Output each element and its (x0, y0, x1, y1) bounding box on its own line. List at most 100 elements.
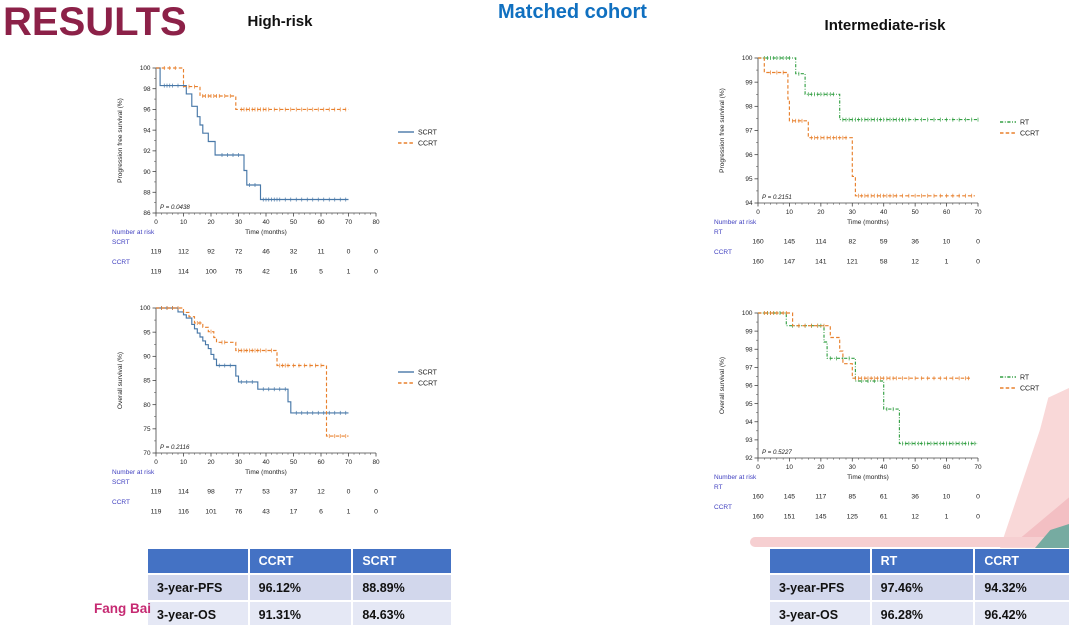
svg-text:11: 11 (317, 249, 324, 256)
svg-text:10: 10 (786, 464, 794, 471)
svg-text:0: 0 (374, 489, 378, 496)
table-cell: 96.42% (973, 602, 1069, 625)
svg-text:94: 94 (143, 127, 151, 134)
svg-text:60: 60 (943, 209, 951, 216)
svg-text:CCRT: CCRT (1020, 130, 1040, 137)
svg-text:80: 80 (372, 219, 380, 226)
svg-text:CCRT: CCRT (112, 499, 130, 506)
svg-text:40: 40 (262, 219, 270, 226)
series-CCRT (156, 306, 349, 439)
svg-text:P = 0.2151: P = 0.2151 (762, 194, 792, 201)
svg-text:141: 141 (815, 259, 827, 266)
table-row: 3-year-PFS 96.12% 88.89% (148, 575, 451, 600)
svg-text:RT: RT (1020, 119, 1030, 126)
svg-text:94: 94 (745, 419, 753, 426)
svg-text:119: 119 (151, 489, 162, 496)
svg-text:100: 100 (205, 269, 217, 276)
table-cell: 94.32% (973, 575, 1069, 600)
author-name: Fang Bai (94, 601, 152, 616)
svg-text:SCRT: SCRT (112, 479, 130, 486)
table-row: 3-year-PFS 97.46% 94.32% (770, 575, 1069, 600)
svg-text:RT: RT (1020, 374, 1030, 381)
svg-text:95: 95 (745, 176, 753, 183)
svg-text:98: 98 (143, 86, 151, 93)
svg-text:40: 40 (880, 209, 888, 216)
series-SCRT (156, 306, 349, 415)
svg-text:145: 145 (784, 239, 796, 246)
svg-text:1: 1 (347, 509, 351, 516)
svg-text:96: 96 (745, 152, 753, 159)
svg-text:0: 0 (976, 259, 980, 266)
svg-text:10: 10 (943, 494, 951, 501)
svg-text:0: 0 (756, 464, 760, 471)
svg-text:61: 61 (880, 494, 888, 501)
svg-text:82: 82 (849, 239, 857, 246)
svg-text:1: 1 (347, 269, 351, 276)
svg-text:0: 0 (976, 514, 980, 521)
series-CCRT (758, 57, 975, 198)
svg-text:Time (months): Time (months) (245, 469, 287, 476)
svg-text:RT: RT (714, 229, 723, 236)
table-cell: 3-year-PFS (770, 575, 870, 600)
svg-text:5: 5 (319, 269, 323, 276)
svg-text:53: 53 (262, 489, 270, 496)
svg-text:0: 0 (154, 459, 158, 466)
table-header-cell: CCRT (973, 549, 1069, 573)
svg-text:SCRT: SCRT (418, 369, 438, 376)
svg-text:93: 93 (745, 437, 753, 444)
svg-text:20: 20 (207, 219, 215, 226)
svg-text:90: 90 (143, 354, 151, 361)
svg-text:0: 0 (374, 269, 378, 276)
svg-text:98: 98 (207, 489, 215, 496)
table-row: 3-year-OS 96.28% 96.42% (770, 602, 1069, 625)
heading-high-risk: High-risk (247, 13, 313, 30)
table-header-cell (770, 549, 870, 573)
svg-text:50: 50 (912, 464, 920, 471)
axes (152, 307, 377, 457)
svg-text:0: 0 (347, 249, 351, 256)
svg-text:CCRT: CCRT (714, 504, 732, 511)
svg-text:P = 0.0438: P = 0.0438 (160, 204, 190, 211)
svg-text:151: 151 (784, 514, 796, 521)
svg-text:10: 10 (180, 219, 188, 226)
svg-text:97: 97 (745, 128, 753, 135)
svg-text:92: 92 (745, 455, 753, 462)
svg-text:60: 60 (317, 459, 325, 466)
summary-table: CCRT SCRT 3-year-PFS 96.12% 88.89% 3-year-OS 9… (148, 547, 451, 625)
svg-text:50: 50 (290, 459, 298, 466)
svg-text:60: 60 (317, 219, 325, 226)
svg-text:Number at risk: Number at risk (112, 469, 155, 476)
table-row: 3-year-OS 91.31% 84.63% (148, 602, 451, 625)
svg-text:80: 80 (143, 402, 151, 409)
svg-text:20: 20 (817, 209, 825, 216)
svg-text:85: 85 (849, 494, 857, 501)
svg-text:30: 30 (235, 459, 243, 466)
summary-table-intermediate-risk: RT CCRT 3-year-PFS 97.46% 94.32% 3-year-OS 96.… (770, 547, 1069, 625)
summary-table-high-risk: CCRT SCRT 3-year-PFS 96.12% 88.89% 3-year-OS 9… (148, 547, 451, 625)
svg-text:70: 70 (345, 219, 353, 226)
svg-text:16: 16 (290, 269, 298, 276)
svg-text:92: 92 (207, 249, 215, 256)
table-cell: 91.31% (247, 602, 352, 625)
svg-text:160: 160 (752, 239, 764, 246)
svg-text:37: 37 (290, 489, 298, 496)
svg-text:30: 30 (849, 464, 857, 471)
table-cell: 84.63% (351, 602, 451, 625)
svg-text:76: 76 (235, 509, 243, 516)
svg-text:75: 75 (235, 269, 243, 276)
svg-text:Number at risk: Number at risk (112, 229, 155, 236)
svg-text:43: 43 (262, 509, 270, 516)
svg-text:59: 59 (880, 239, 888, 246)
svg-text:46: 46 (262, 249, 270, 256)
svg-text:75: 75 (143, 426, 151, 433)
svg-text:SCRT: SCRT (112, 239, 130, 246)
svg-text:70: 70 (345, 459, 353, 466)
svg-text:Progression free survival (%): Progression free survival (%) (719, 88, 726, 173)
svg-text:58: 58 (880, 259, 888, 266)
svg-text:95: 95 (745, 401, 753, 408)
svg-text:92: 92 (143, 148, 151, 155)
svg-text:77: 77 (235, 489, 243, 496)
svg-text:72: 72 (235, 249, 243, 256)
